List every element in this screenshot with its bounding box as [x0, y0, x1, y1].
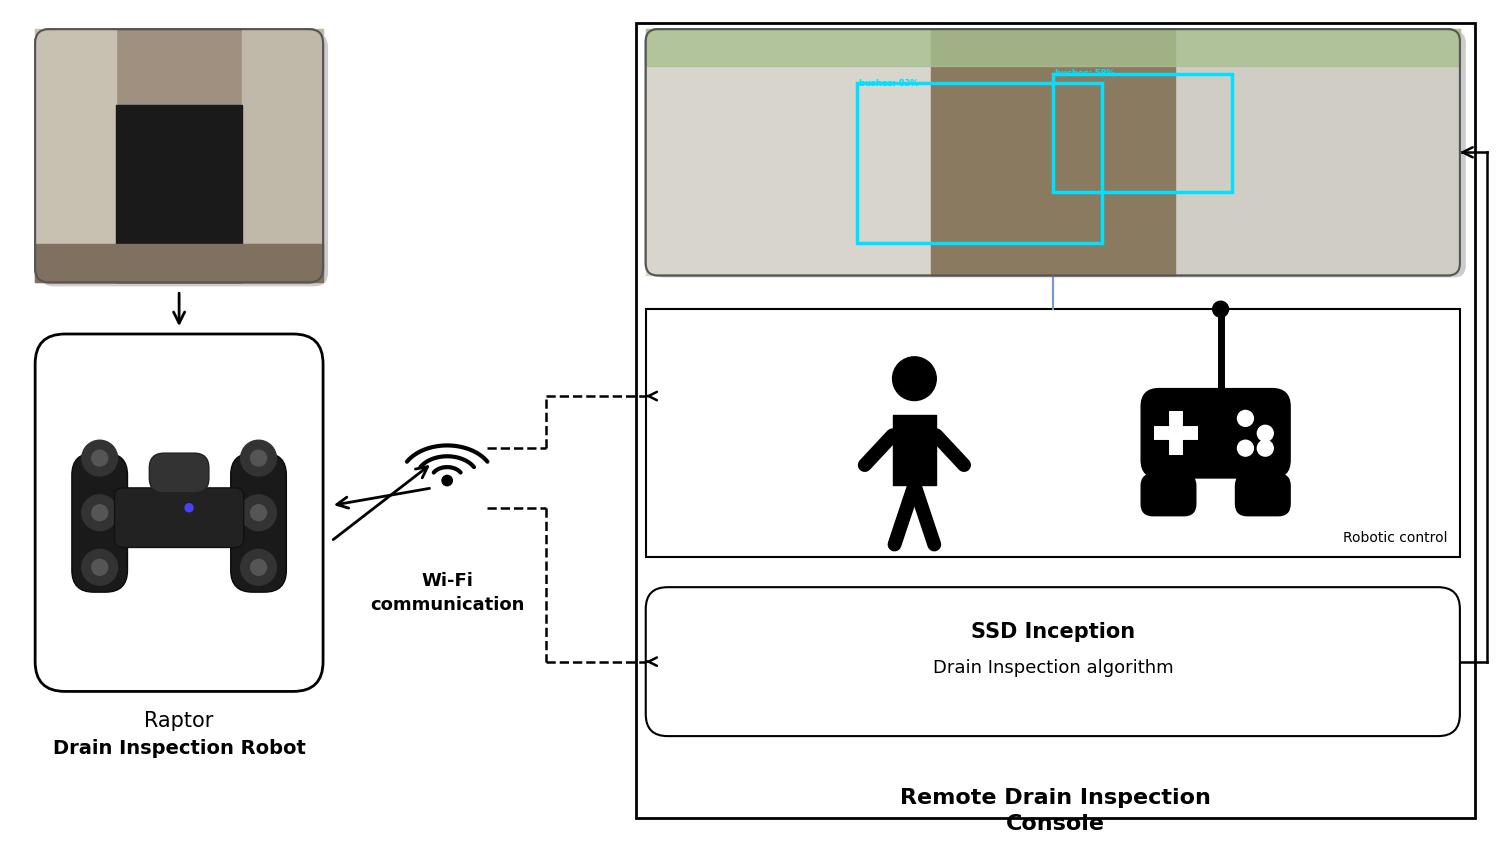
Text: bushes: 83%: bushes: 83%: [859, 80, 919, 88]
FancyBboxPatch shape: [646, 587, 1460, 736]
FancyBboxPatch shape: [34, 334, 324, 691]
Text: Drain Inspection algorithm: Drain Inspection algorithm: [932, 659, 1174, 677]
Bar: [646, 310, 1460, 557]
Circle shape: [82, 495, 117, 531]
Circle shape: [250, 450, 267, 466]
FancyBboxPatch shape: [231, 453, 286, 592]
Text: Raptor: Raptor: [144, 711, 214, 731]
Text: SSD Inception: SSD Inception: [971, 622, 1135, 642]
Circle shape: [241, 440, 276, 476]
Bar: [636, 23, 1475, 817]
FancyBboxPatch shape: [652, 31, 1466, 277]
Circle shape: [1258, 440, 1273, 456]
Circle shape: [82, 440, 117, 476]
FancyBboxPatch shape: [646, 29, 1460, 276]
FancyBboxPatch shape: [72, 453, 127, 592]
Circle shape: [82, 550, 117, 585]
Bar: [1052, 74, 1232, 192]
Text: Wi-Fi
communication: Wi-Fi communication: [370, 572, 525, 614]
Circle shape: [241, 495, 276, 531]
Circle shape: [91, 450, 108, 466]
Circle shape: [1258, 426, 1273, 441]
Bar: [857, 83, 1102, 243]
Text: bushes: 58%: bushes: 58%: [1055, 70, 1115, 79]
FancyBboxPatch shape: [40, 33, 328, 287]
Circle shape: [91, 560, 108, 575]
Circle shape: [250, 560, 267, 575]
Circle shape: [91, 505, 108, 521]
Text: Remote Drain Inspection
Console: Remote Drain Inspection Console: [899, 788, 1211, 834]
FancyBboxPatch shape: [1235, 474, 1291, 516]
Circle shape: [184, 504, 193, 511]
Circle shape: [1213, 301, 1229, 317]
FancyBboxPatch shape: [1141, 474, 1196, 516]
Circle shape: [892, 357, 937, 400]
Text: Drain Inspection Robot: Drain Inspection Robot: [52, 739, 306, 758]
Circle shape: [250, 505, 267, 521]
Circle shape: [241, 550, 276, 585]
FancyBboxPatch shape: [114, 488, 244, 548]
FancyBboxPatch shape: [34, 29, 324, 282]
Text: Robotic control: Robotic control: [1343, 532, 1448, 545]
Circle shape: [1238, 410, 1253, 427]
FancyBboxPatch shape: [150, 453, 208, 493]
FancyBboxPatch shape: [1141, 388, 1291, 478]
Circle shape: [1238, 440, 1253, 456]
Circle shape: [442, 476, 453, 486]
